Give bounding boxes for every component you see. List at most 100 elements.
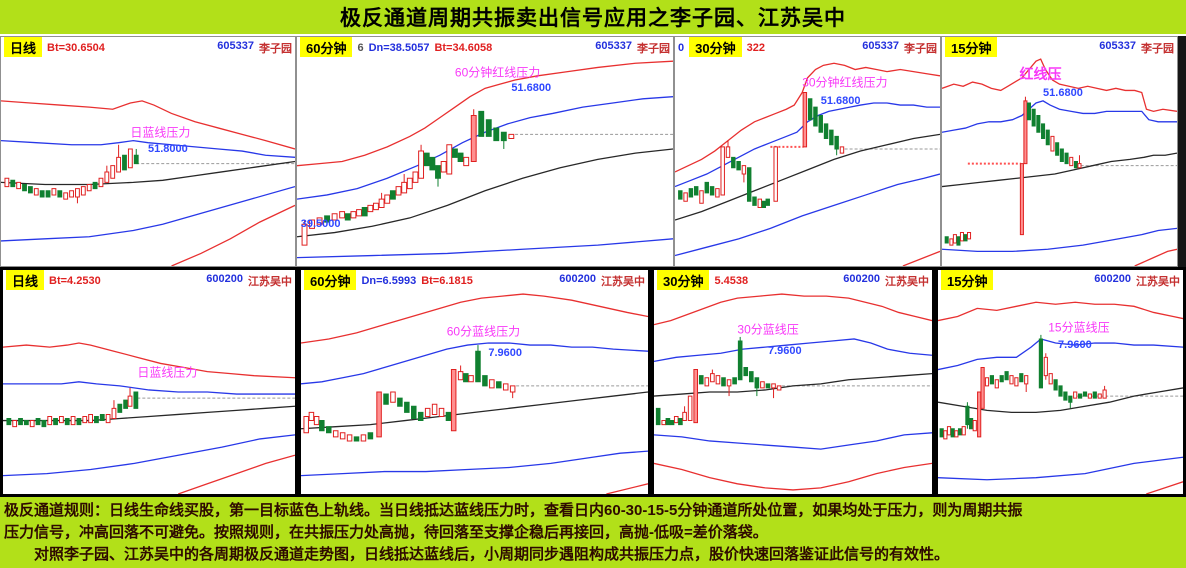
candle (384, 394, 389, 404)
candlestick-chart[interactable] (942, 57, 1177, 266)
candle (1039, 339, 1042, 388)
candle (30, 421, 34, 427)
candle (87, 184, 91, 190)
candle (742, 166, 745, 174)
channel-line-bl (1, 187, 295, 241)
panel-header-jswz-15min: 15分钟 600200 江苏吴中 (938, 270, 1183, 290)
channel-line-rl (903, 251, 940, 266)
channel-line-bu (675, 103, 940, 187)
channel-line-rl (1146, 482, 1183, 494)
panel-header-jswz-30min: 30分钟 5.4538 600200 江苏吴中 (654, 270, 932, 290)
panel-jswz-daily[interactable]: 日线 Bt=4.2530 600200 江苏吴中 日蓝线压力 (0, 267, 298, 497)
panel-header-lzy-60min: 60分钟 6 Dn=38.5057 Bt=34.6058 605337 李子园 (297, 37, 673, 57)
candle (1046, 130, 1049, 145)
candle (124, 400, 128, 408)
candle (944, 431, 947, 439)
candle (340, 212, 345, 218)
candle (662, 421, 666, 425)
candle (700, 191, 703, 204)
candle (1032, 109, 1035, 126)
candle (509, 134, 514, 138)
chart-area-lzy-daily: 日蓝线压力 51.8000 (1, 57, 295, 266)
candle (958, 429, 961, 435)
candle (1037, 116, 1040, 133)
channel-line-mid (3, 406, 295, 420)
candlestick-chart[interactable] (938, 290, 1183, 494)
candle (985, 378, 988, 386)
panel-lzy-daily[interactable]: 日线 Bt=30.6504 605337 李子园 日蓝线压力 51.8000 (0, 36, 296, 267)
candle (830, 130, 833, 145)
candlestick-chart[interactable] (1, 57, 295, 266)
candle (955, 431, 958, 437)
candle (17, 182, 21, 188)
candlestick-chart[interactable] (654, 290, 932, 494)
rule-text-line2: 压力信号，冲高回落不可避免。按照规则，在共振压力处高抛，待回落至支撑企稳后再接回… (4, 523, 768, 541)
candle (327, 427, 332, 433)
candle (345, 214, 350, 220)
panel-lzy-15min[interactable]: 15分钟 605337 李子园 红线压 51.6800 (941, 36, 1178, 267)
candle (471, 116, 476, 162)
candle (732, 157, 735, 167)
candle (1088, 394, 1091, 398)
candle (1056, 143, 1059, 156)
stock-identity: 605337 李子园 (1099, 40, 1174, 56)
indicator-value: Bt=34.6058 (434, 41, 493, 54)
channel-line-ru (938, 302, 1183, 320)
candle (332, 214, 337, 220)
candle (407, 178, 412, 188)
candle (716, 376, 720, 384)
candle (666, 419, 670, 425)
candle (699, 376, 703, 384)
candle (744, 368, 748, 376)
panel-header-jswz-daily: 日线 Bt=4.2530 600200 江苏吴中 (3, 270, 295, 290)
candle (65, 419, 69, 425)
stock-code: 605337 (1099, 39, 1136, 52)
channel-line-rl (178, 455, 295, 494)
panel-lzy-60min[interactable]: 60分钟 6 Dn=38.5057 Bt=34.6058 605337 李子园 60分钟红线… (296, 36, 674, 267)
candle (479, 111, 484, 136)
candle (1020, 374, 1023, 382)
candle (123, 155, 127, 170)
chart-area-jswz-60min: 60分蓝线压力 7.9600 (301, 290, 648, 494)
candle (1093, 392, 1096, 398)
candle (990, 376, 993, 384)
candle (1069, 396, 1072, 402)
pressure-annotation: 30分钟红线压力 (802, 75, 888, 90)
candle (340, 433, 345, 439)
candlestick-chart[interactable] (675, 57, 940, 266)
candle (446, 412, 451, 420)
panel-lzy-30min[interactable]: 0 30分钟 322 605337 李子园 30分钟红线压力 51.6800 (674, 36, 941, 267)
indicator-value: Bt=6.1815 (421, 274, 473, 287)
channel-line-rl (606, 484, 648, 494)
candle (447, 145, 452, 174)
stock-name: 李子园 (904, 42, 937, 55)
candle (824, 124, 827, 139)
candle (89, 414, 93, 422)
channel-line-mid (675, 134, 940, 220)
candle (753, 197, 756, 205)
vertical-scrollbar[interactable] (1178, 36, 1186, 267)
price-level-label: 51.6800 (820, 94, 861, 107)
stock-identity: 600200 江苏吴中 (1094, 273, 1180, 289)
stock-code: 600200 (843, 272, 880, 285)
candlestick-chart[interactable] (3, 290, 295, 494)
panel-jswz-30min[interactable]: 30分钟 5.4538 600200 江苏吴中 30分蓝线压 7.9600 (651, 267, 935, 497)
candle (679, 419, 683, 425)
candle (418, 412, 423, 420)
panel-jswz-60min[interactable]: 60分钟 Dn=6.5993 Bt=6.1815 600200 江苏吴中 60分蓝线压力 7… (298, 267, 651, 497)
header-fragment: 6 (357, 41, 364, 54)
channel-line-rl (654, 463, 932, 490)
candle (128, 396, 132, 406)
candle (320, 421, 325, 431)
candlestick-chart[interactable] (297, 57, 673, 266)
candle (64, 193, 68, 199)
candle (964, 235, 967, 241)
candle (317, 218, 322, 224)
channel-line-bu (3, 382, 295, 394)
candlestick-chart[interactable] (301, 290, 648, 494)
candle (721, 147, 724, 195)
candle (396, 187, 401, 195)
panel-jswz-15min[interactable]: 15分钟 600200 江苏吴中 15分蓝线压 7.9600 (935, 267, 1186, 497)
stock-code: 605337 (862, 39, 899, 52)
channel-line-mid (301, 392, 648, 429)
